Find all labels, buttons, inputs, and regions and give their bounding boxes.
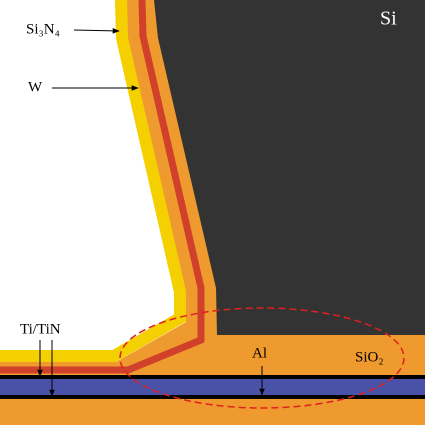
label-w: W: [28, 79, 43, 95]
highlight-ellipse: [119, 307, 405, 409]
label-sio2: SiO₂: [355, 349, 384, 365]
label-si: Si: [380, 8, 397, 30]
si3n4-layer: [0, 0, 186, 362]
arrow: [73, 28, 120, 34]
label-si3n4: Si₃N₄: [26, 21, 60, 37]
si-region: [154, 0, 425, 335]
al-layer: [0, 379, 425, 395]
w-layer: [0, 0, 205, 374]
label-al: Al: [252, 345, 267, 361]
label-titin: Ti/TiN: [20, 321, 61, 337]
